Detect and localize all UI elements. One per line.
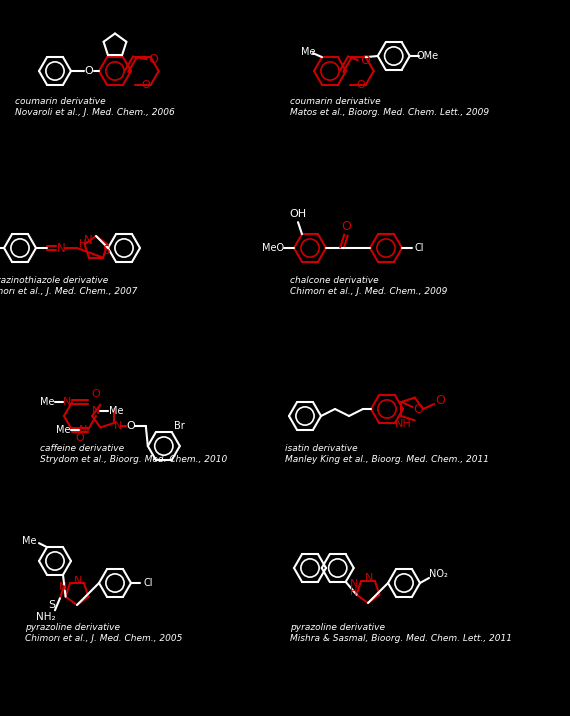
- Text: caffeine derivative: caffeine derivative: [40, 444, 124, 453]
- Text: Cl: Cl: [414, 243, 424, 253]
- Text: N: N: [84, 234, 93, 247]
- Text: N: N: [63, 397, 71, 407]
- Text: Novaroli et al., J. Med. Chem., 2006: Novaroli et al., J. Med. Chem., 2006: [15, 108, 175, 117]
- Text: pyrazoline derivative: pyrazoline derivative: [25, 623, 120, 632]
- Text: Manley King et al., Bioorg. Med. Chem., 2011: Manley King et al., Bioorg. Med. Chem., …: [285, 455, 489, 464]
- Text: pyrazoline derivative: pyrazoline derivative: [290, 623, 385, 632]
- Text: Me: Me: [22, 536, 36, 546]
- Text: O: O: [360, 54, 370, 67]
- Text: O: O: [356, 80, 365, 90]
- Text: N: N: [92, 406, 100, 416]
- Text: N: N: [113, 421, 122, 431]
- Text: Matos et al., Bioorg. Med. Chem. Lett., 2009: Matos et al., Bioorg. Med. Chem. Lett., …: [290, 108, 489, 117]
- Text: MeO: MeO: [262, 243, 284, 253]
- Text: Strydom et al., Bioorg. Med. Chem., 2010: Strydom et al., Bioorg. Med. Chem., 2010: [40, 455, 227, 464]
- Text: S: S: [48, 600, 55, 610]
- Text: Chimorı et al., J. Med. Chem., 2009: Chimorı et al., J. Med. Chem., 2009: [290, 287, 447, 296]
- Text: coumarin derivative: coumarin derivative: [290, 97, 381, 106]
- Text: O: O: [84, 66, 93, 76]
- Text: Cl: Cl: [143, 578, 153, 588]
- Text: NO₂: NO₂: [429, 569, 447, 579]
- Text: O: O: [435, 395, 445, 407]
- Text: O: O: [76, 433, 84, 443]
- Text: N: N: [56, 241, 66, 254]
- Text: chalcone derivative: chalcone derivative: [290, 276, 378, 285]
- Text: NH: NH: [395, 419, 412, 429]
- Text: NH₂: NH₂: [36, 612, 56, 622]
- Text: N: N: [350, 579, 358, 589]
- Text: Me: Me: [56, 425, 70, 435]
- Text: O: O: [148, 53, 158, 66]
- Text: Me: Me: [109, 406, 123, 416]
- Text: isatin derivative: isatin derivative: [285, 444, 357, 453]
- Text: O: O: [413, 403, 424, 417]
- Text: Me: Me: [301, 47, 315, 57]
- Text: H: H: [79, 239, 87, 249]
- Text: Mishra & Sasmal, Bioorg. Med. Chem. Lett., 2011: Mishra & Sasmal, Bioorg. Med. Chem. Lett…: [290, 634, 512, 643]
- Text: hydrazinothiazole derivative: hydrazinothiazole derivative: [0, 276, 108, 285]
- Text: O: O: [141, 80, 150, 90]
- Text: coumarin derivative: coumarin derivative: [15, 97, 105, 106]
- Text: O: O: [92, 389, 100, 399]
- Text: O: O: [341, 221, 351, 233]
- Text: N: N: [365, 574, 373, 584]
- Text: OH: OH: [290, 209, 307, 219]
- Text: Me: Me: [40, 397, 54, 407]
- Text: H: H: [350, 587, 357, 597]
- Text: Chimorı et al., J. Med. Chem., 2005: Chimorı et al., J. Med. Chem., 2005: [25, 634, 182, 643]
- Text: S: S: [103, 243, 110, 257]
- Text: N: N: [59, 582, 67, 592]
- Text: N: N: [74, 576, 82, 586]
- Text: O: O: [127, 421, 135, 431]
- Text: OMe: OMe: [417, 51, 439, 61]
- Text: Chimorı et al., J. Med. Chem., 2007: Chimorı et al., J. Med. Chem., 2007: [0, 287, 137, 296]
- Text: Br: Br: [174, 421, 185, 431]
- Text: N: N: [79, 425, 87, 435]
